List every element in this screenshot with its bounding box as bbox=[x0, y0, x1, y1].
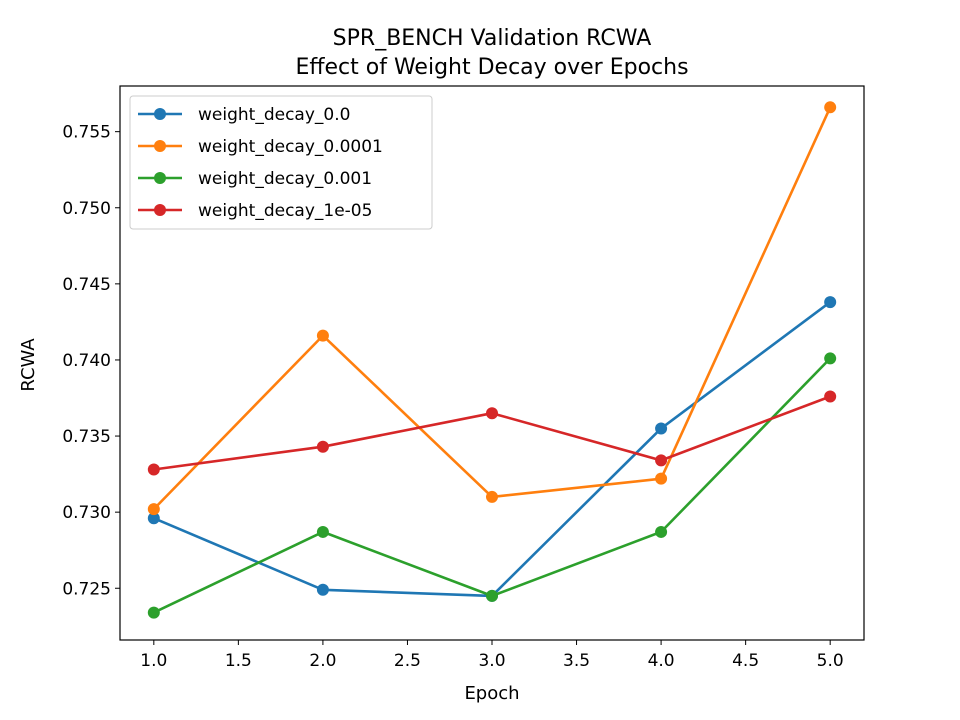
y-tick-label: 0.725 bbox=[62, 579, 111, 599]
data-point bbox=[147, 606, 160, 619]
x-tick-label: 3.0 bbox=[478, 651, 505, 671]
legend-marker bbox=[154, 204, 166, 216]
y-tick-label: 0.755 bbox=[62, 123, 111, 143]
legend-item: weight_decay_0.001 bbox=[138, 169, 372, 189]
legend-item: weight_decay_1e-05 bbox=[138, 201, 372, 221]
data-point bbox=[147, 463, 160, 476]
y-tick-label: 0.745 bbox=[62, 275, 111, 295]
legend-marker bbox=[154, 140, 166, 152]
data-point bbox=[824, 101, 837, 114]
legend: weight_decay_0.0 weight_decay_0.0001weigh… bbox=[129, 95, 433, 230]
chart-subtitle: Effect of Weight Decay over Epochs bbox=[295, 55, 688, 80]
y-axis-label: RCWA bbox=[18, 338, 39, 392]
legend-label: weight_decay_0.001 bbox=[198, 169, 372, 189]
x-tick-label: 5.0 bbox=[817, 651, 844, 671]
legend-item: weight_decay_0.0 bbox=[138, 105, 350, 125]
x-tick-label: 4.5 bbox=[732, 651, 759, 671]
x-tick-label: 1.0 bbox=[140, 651, 167, 671]
data-point bbox=[655, 422, 668, 435]
data-point bbox=[655, 454, 668, 467]
x-tick-label: 2.0 bbox=[309, 651, 336, 671]
y-tick-label: 0.750 bbox=[62, 199, 111, 219]
legend-label: weight_decay_0.0001 bbox=[198, 137, 383, 157]
data-point bbox=[316, 525, 329, 538]
legend-label: weight_decay_0.0 bbox=[198, 105, 350, 125]
x-tick-label: 3.5 bbox=[563, 651, 590, 671]
plot-area bbox=[147, 101, 837, 619]
data-point bbox=[316, 583, 329, 596]
data-point bbox=[486, 589, 498, 602]
data-point bbox=[824, 296, 837, 309]
legend-label: weight_decay_1e-05 bbox=[198, 201, 372, 221]
series-weight_decay_1e-05 bbox=[147, 390, 837, 476]
legend-item: weight_decay_0.0001 bbox=[138, 137, 383, 157]
x-axis-label: Epoch bbox=[464, 683, 519, 704]
data-point bbox=[486, 490, 498, 503]
series-weight_decay_0.0001 bbox=[147, 101, 837, 516]
x-tick-label: 4.0 bbox=[648, 651, 675, 671]
chart-title: SPR_BENCH Validation RCWA bbox=[333, 26, 652, 51]
legend-box bbox=[129, 95, 433, 230]
data-point bbox=[655, 525, 668, 538]
y-tick-label: 0.730 bbox=[62, 503, 111, 523]
legend-marker bbox=[154, 172, 166, 184]
y-tick-label: 0.740 bbox=[62, 351, 111, 371]
y-tick-label: 0.735 bbox=[62, 427, 111, 447]
data-point bbox=[147, 503, 160, 516]
x-tick-label: 1.5 bbox=[225, 651, 252, 671]
data-point bbox=[486, 407, 498, 420]
data-point bbox=[824, 390, 837, 403]
data-point bbox=[316, 440, 329, 453]
data-point bbox=[655, 472, 668, 485]
x-tick-label: 2.5 bbox=[394, 651, 421, 671]
data-point bbox=[824, 352, 837, 365]
data-point bbox=[147, 512, 160, 525]
series-weight_decay_0.001 bbox=[147, 352, 837, 619]
legend-marker bbox=[154, 108, 166, 120]
axis-ticks: 1.0 1.5 2.0 2.5 3.0 3.5 4.0 4.5 5.0 0.725 0.730 0.7… bbox=[62, 123, 843, 671]
data-point bbox=[316, 329, 329, 342]
